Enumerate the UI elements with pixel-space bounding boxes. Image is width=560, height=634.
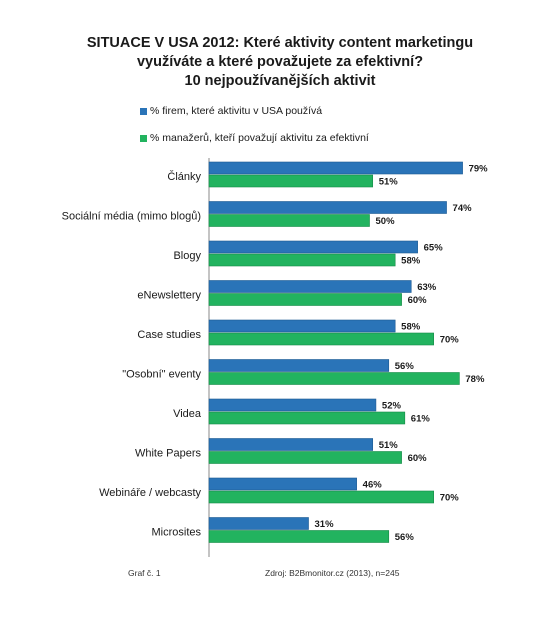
category-label: eNewslettery <box>137 290 201 302</box>
legend-swatch-series-1 <box>140 107 147 115</box>
data-label: 74% <box>453 203 473 214</box>
legend-item-series-2: % manažerů, kteří považují aktivitu za e… <box>140 132 369 144</box>
bar-usage <box>208 477 357 491</box>
bar-effectiveness <box>208 530 390 543</box>
bar-usage <box>208 517 309 530</box>
bar-effectiveness <box>208 490 434 504</box>
data-label: 51% <box>379 440 399 451</box>
bar-effectiveness <box>208 214 370 227</box>
bar-effectiveness <box>208 372 460 385</box>
category-label: Články <box>167 170 201 183</box>
bar-effectiveness <box>208 332 434 346</box>
bar-effectiveness <box>208 451 402 464</box>
data-label: 50% <box>376 216 396 227</box>
bar-effectiveness <box>208 253 396 267</box>
data-label: 63% <box>417 282 437 293</box>
category-label: Case studies <box>137 329 201 341</box>
data-label: 79% <box>469 164 489 175</box>
legend-label-series-2: % manažerů, kteří považují aktivitu za e… <box>150 132 369 144</box>
legend-label-series-1: % firem, které aktivitu v USA používá <box>150 105 323 117</box>
chart-title: SITUACE V USA 2012: Které aktivity conte… <box>0 34 560 91</box>
data-label: 70% <box>440 335 460 346</box>
data-label: 60% <box>408 295 428 306</box>
bar-usage <box>208 319 396 333</box>
bar-usage <box>208 161 463 175</box>
category-label: Microsites <box>151 527 201 539</box>
data-label: 56% <box>395 532 415 543</box>
bar-effectiveness <box>208 293 402 306</box>
category-label: Videa <box>173 408 202 420</box>
category-label: Blogy <box>173 250 201 262</box>
category-label: White Papers <box>135 448 202 460</box>
bar-usage <box>208 201 447 214</box>
bar-usage <box>208 240 418 254</box>
bar-usage <box>208 398 377 412</box>
data-label: 61% <box>411 414 431 425</box>
data-label: 60% <box>408 453 428 464</box>
legend-swatch-series-2 <box>140 134 147 142</box>
bar-usage <box>208 280 412 293</box>
bar-effectiveness <box>208 174 374 188</box>
bar-usage <box>208 438 374 451</box>
data-label: 58% <box>401 256 421 267</box>
title-line-1: SITUACE V USA 2012: Které aktivity conte… <box>86 35 474 51</box>
source-note: Zdroj: B2Bmonitor.cz (2013), n=245 <box>265 568 400 578</box>
data-label: 31% <box>315 519 335 530</box>
data-label: 78% <box>465 374 485 385</box>
data-label: 56% <box>395 361 415 372</box>
data-label: 70% <box>440 493 460 504</box>
data-label: 51% <box>379 177 399 188</box>
data-label: 52% <box>382 401 402 412</box>
category-label: Sociální média (mimo blogů) <box>62 211 201 223</box>
category-label: Webináře / webcasty <box>99 487 201 499</box>
bar-usage <box>208 359 390 372</box>
bar-effectiveness <box>208 411 406 425</box>
data-label: 46% <box>363 480 383 491</box>
title-line-3: 10 nejpoužívanějších aktivit <box>184 73 376 89</box>
data-label: 65% <box>424 243 444 254</box>
title-line-2: využíváte a které považujete za efektivn… <box>136 54 424 70</box>
category-label: "Osobní" eventy <box>122 369 201 381</box>
data-label: 58% <box>401 322 421 333</box>
figure-label: Graf č. 1 <box>128 568 161 578</box>
legend-item-series-1: % firem, které aktivitu v USA používá <box>140 105 322 117</box>
